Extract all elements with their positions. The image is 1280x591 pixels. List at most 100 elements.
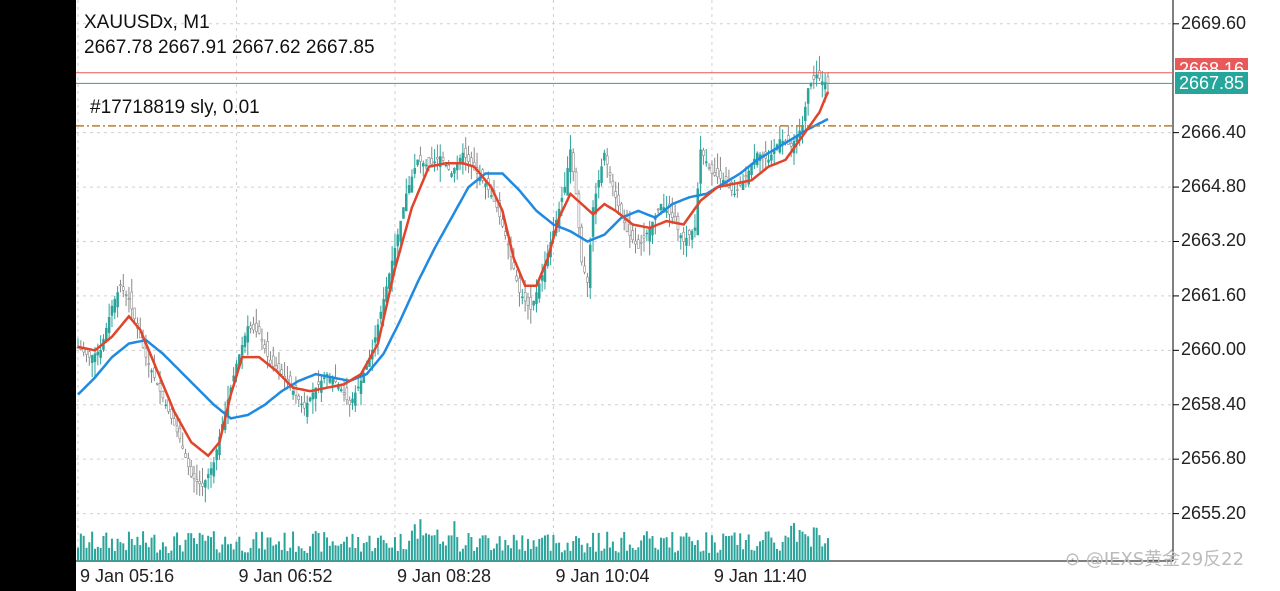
volume-bar <box>399 533 402 561</box>
volume-bar <box>696 540 699 561</box>
volume-bar <box>422 535 425 561</box>
volume-bar <box>226 544 229 561</box>
candle-body <box>447 164 450 170</box>
candle-body <box>170 409 173 419</box>
volume-bar <box>243 552 246 561</box>
candle-body <box>243 335 247 348</box>
candle-body <box>588 244 592 289</box>
volume-bar <box>337 545 340 561</box>
candle-body <box>736 189 739 191</box>
volume-bar <box>382 540 385 561</box>
candle-body <box>648 227 651 242</box>
candle-body <box>320 380 323 393</box>
volume-bar <box>809 546 812 561</box>
volume-bar <box>733 532 736 561</box>
volume-bar <box>617 552 620 561</box>
candle-body <box>438 156 442 168</box>
volume-bar <box>326 537 329 561</box>
volume-bar <box>215 549 218 561</box>
volume-bar <box>705 532 708 561</box>
volume-bar <box>193 538 196 561</box>
volume-bar <box>190 533 193 561</box>
volume-bar <box>161 542 164 561</box>
volume-bar <box>736 544 739 561</box>
candle-body <box>305 402 309 417</box>
candle-body <box>215 449 218 461</box>
volume-bar <box>246 552 249 561</box>
volume-bar <box>767 531 770 561</box>
ask-price-badge: 2668.16 <box>1175 58 1249 70</box>
volume-bar <box>156 552 159 561</box>
candle-body <box>119 284 122 287</box>
volume-bar <box>388 547 391 561</box>
volume-bar <box>521 535 524 561</box>
candle-body <box>809 83 813 87</box>
candle-body <box>730 182 733 191</box>
volume-bar <box>801 531 804 561</box>
volume-bar <box>130 538 133 561</box>
volume-bar <box>781 542 784 561</box>
volume-bar <box>309 546 312 561</box>
candle-body <box>113 299 117 313</box>
candle-body <box>153 367 156 378</box>
volume-bar <box>178 545 181 561</box>
volume-bar <box>659 537 662 561</box>
candle-body <box>158 383 162 392</box>
volume-bar <box>331 541 334 561</box>
candle-body <box>719 170 722 179</box>
volume-bar <box>433 535 436 561</box>
volume-bar <box>742 549 745 561</box>
volume-bar <box>634 549 637 561</box>
volume-bar <box>176 532 179 561</box>
volume-bar <box>739 533 742 561</box>
candle-body <box>130 291 134 310</box>
volume-bar <box>311 533 314 561</box>
candle-body <box>823 82 827 90</box>
volume-bar <box>260 531 263 561</box>
volume-bar <box>702 550 705 561</box>
volume-bar <box>592 532 595 561</box>
candle-body <box>107 316 111 333</box>
volume-bar <box>645 531 648 561</box>
volume-bar <box>164 546 167 561</box>
candle-body <box>362 373 366 383</box>
volume-bar <box>770 537 773 561</box>
candle-body <box>93 353 97 363</box>
candle-body <box>738 183 742 186</box>
candle-body <box>685 237 688 246</box>
volume-bar <box>96 546 99 561</box>
candle-body <box>348 399 351 406</box>
candle-body <box>744 175 748 178</box>
order-line-label[interactable]: #17718819 sly, 0.01 <box>90 97 260 118</box>
candle-body <box>569 149 572 173</box>
candle-body <box>535 292 538 304</box>
candle-body <box>356 386 360 389</box>
candle-body <box>255 323 258 332</box>
candle-body <box>693 227 697 231</box>
candle-body <box>671 212 674 218</box>
candle-body <box>580 226 583 263</box>
volume-bar <box>549 550 552 561</box>
candle-body <box>99 350 102 358</box>
volume-bar <box>679 536 682 561</box>
candle-body <box>402 207 405 219</box>
candle-body <box>716 168 719 178</box>
volume-bar <box>314 531 317 561</box>
volume-bar <box>119 542 122 561</box>
volume-bar <box>238 536 241 561</box>
candle-body <box>523 292 527 302</box>
volume-bar <box>558 542 561 561</box>
candle-body <box>187 458 190 468</box>
volume-bar <box>187 533 190 561</box>
volume-bar <box>127 531 130 561</box>
volume-bar <box>699 551 702 561</box>
candle-body <box>164 404 167 407</box>
volume-bar <box>195 543 198 561</box>
candle-body <box>804 106 807 121</box>
volume-bar <box>600 550 603 561</box>
candle-body <box>342 392 346 395</box>
volume-bar <box>91 531 94 561</box>
volume-bar <box>393 537 396 561</box>
